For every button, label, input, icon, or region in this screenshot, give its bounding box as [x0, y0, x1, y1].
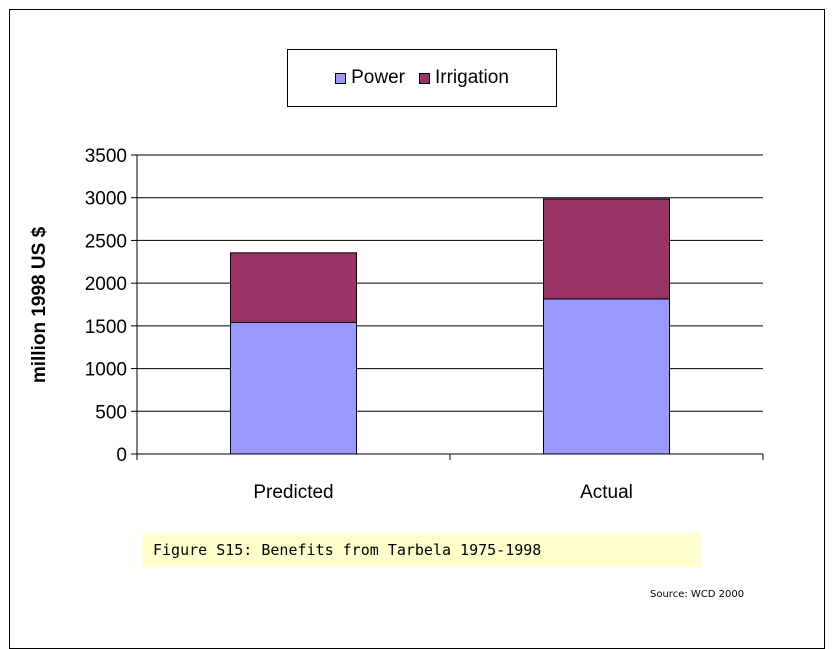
axes [131, 154, 764, 460]
chart: 0 500 1000 1500 2000 2500 3000 3500 Predicted Ac… [29, 146, 764, 503]
legend-entry-power: Power [335, 67, 405, 89]
bar-power-actual [543, 298, 670, 455]
legend-label-power: Power [351, 67, 405, 88]
y-tick-label: 1500 [85, 317, 127, 338]
x-tick-label: Actual [580, 482, 633, 503]
legend-label-irrigation: Irrigation [434, 67, 509, 88]
legend-swatch-power [335, 72, 347, 84]
legend-entry-irrigation: Irrigation [418, 67, 509, 89]
x-tick-label: Predicted [253, 482, 333, 503]
bar-power-predicted [230, 321, 357, 455]
legend: Power Irrigation [287, 49, 557, 107]
x-tick-labels: Predicted Actual [253, 482, 633, 503]
y-tick-label: 3500 [85, 146, 127, 167]
legend-swatch-irrigation [418, 72, 430, 84]
y-tick-label: 1000 [85, 360, 127, 381]
y-tick-label: 0 [116, 445, 127, 466]
y-tick-labels: 0 500 1000 1500 2000 2500 3000 3500 [85, 146, 127, 466]
y-tick-label: 2000 [85, 274, 127, 295]
y-tick-label: 3000 [85, 189, 127, 210]
bar-irrigation-actual [543, 198, 670, 300]
y-tick-label: 500 [95, 402, 127, 423]
source-note: Source: WCD 2000 [650, 589, 745, 600]
y-tick-label: 2500 [85, 231, 127, 252]
y-axis-label: million 1998 US $ [29, 226, 50, 383]
bars [230, 198, 670, 455]
bar-irrigation-predicted [230, 252, 357, 323]
figure-caption: Figure S15: Benefits from Tarbela 1975-1… [143, 533, 701, 567]
